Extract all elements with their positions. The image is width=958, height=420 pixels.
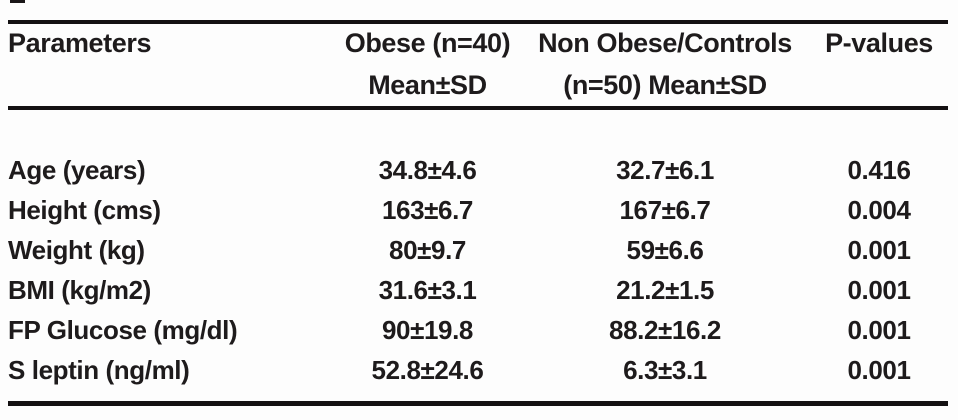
header-parameters: Parameters <box>8 22 335 106</box>
header-pvalues: P-values <box>810 22 948 106</box>
table-row-control-value: 88.2±16.2 <box>609 315 721 345</box>
header-controls-line2: (n=50) Mean±SD <box>563 70 767 100</box>
table-bottom-rule <box>8 401 948 406</box>
table-row-parameter: S leptin (ng/ml) <box>8 355 190 385</box>
table-row-parameter: Age (years) <box>8 155 146 185</box>
table-header-rule <box>8 106 948 110</box>
table-row-p-value: 0.004 <box>847 195 911 225</box>
table-row-obese-value: 52.8±24.6 <box>371 355 484 385</box>
header-pvalues-line1: P-values <box>825 28 933 58</box>
table-row-obese-value: 31.6±3.1 <box>378 275 477 305</box>
table-row-parameter: Weight (kg) <box>8 235 145 265</box>
table-row-control-value: 21.2±1.5 <box>616 275 714 305</box>
header-controls: Non Obese/Controls (n=50) Mean±SD <box>520 22 810 106</box>
table-row-p-value: 0.001 <box>847 275 911 305</box>
table-row-p-value: 0.001 <box>847 355 911 385</box>
table-row-control-value: 167±6.7 <box>619 195 711 225</box>
header-obese-line2: Mean±SD <box>368 70 487 100</box>
table-row-p-value: 0.001 <box>847 235 911 265</box>
table-row-obese-value: 34.8±4.6 <box>378 155 477 185</box>
table-row-obese-value: 90±19.8 <box>382 315 473 345</box>
table-row-control-value: 59±6.6 <box>626 235 704 265</box>
table-row-control-value: 6.3±3.1 <box>623 355 707 385</box>
table-header-row: Parameters Obese (n=40) Mean±SD Non Obes… <box>8 22 948 106</box>
crop-artifact-mark <box>10 0 25 3</box>
header-obese: Obese (n=40) Mean±SD <box>335 22 520 106</box>
header-parameters-line1: Parameters <box>8 28 152 58</box>
table-row-p-value: 0.416 <box>847 155 911 185</box>
table-row-control-value: 32.7±6.1 <box>616 155 714 185</box>
table-row-parameter: Height (cms) <box>8 195 161 225</box>
table-row-obese-value: 163±6.7 <box>382 195 473 225</box>
table-row-parameter: BMI (kg/m2) <box>8 275 151 305</box>
header-obese-line1: Obese (n=40) <box>344 28 511 58</box>
table-row-obese-value: 80±9.7 <box>389 235 466 265</box>
table-row-parameter: FP Glucose (mg/dl) <box>8 315 238 345</box>
header-controls-line1: Non Obese/Controls <box>538 28 792 58</box>
table-body: Age (years) 34.8±4.6 32.7±6.1 0.416 Heig… <box>8 150 948 390</box>
table-top-rule <box>8 20 948 24</box>
table-row-p-value: 0.001 <box>847 315 911 345</box>
